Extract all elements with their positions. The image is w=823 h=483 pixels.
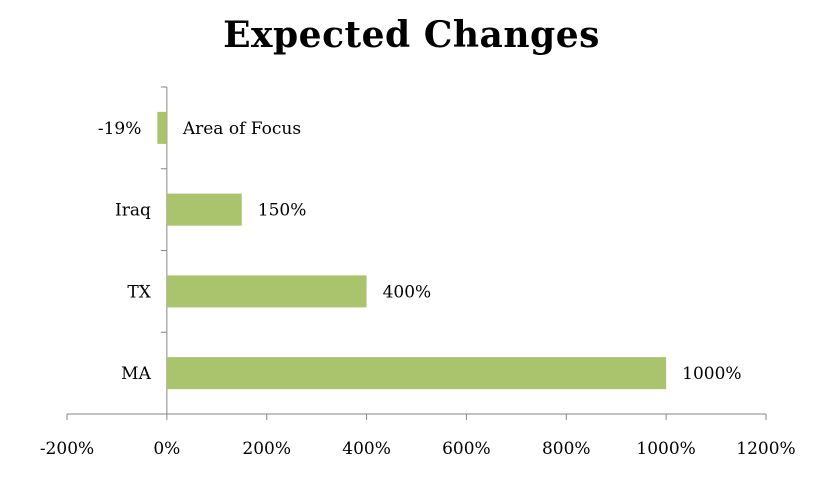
bar (166, 193, 242, 226)
x-tick-label: 200% (242, 439, 291, 459)
x-tick-label: -200% (40, 439, 94, 459)
category-label: -19% (98, 119, 142, 139)
data-label: 1000% (682, 364, 741, 384)
category-label: MA (121, 364, 151, 384)
x-tick-label: 1200% (736, 439, 795, 459)
x-tick-label: 600% (442, 439, 491, 459)
x-tick-label: 400% (342, 439, 391, 459)
bar (157, 111, 167, 144)
chart-title: Expected Changes (223, 14, 600, 56)
x-tick-label: 0% (153, 439, 180, 459)
category-label: Iraq (115, 201, 151, 221)
data-label: Area of Focus (182, 119, 301, 139)
x-tick-label: 800% (542, 439, 591, 459)
bar (166, 275, 367, 308)
x-tick-label: 1000% (636, 439, 695, 459)
category-label: TX (127, 282, 151, 302)
data-label: 150% (258, 201, 307, 221)
data-label: 400% (383, 282, 432, 302)
bar (166, 357, 667, 390)
